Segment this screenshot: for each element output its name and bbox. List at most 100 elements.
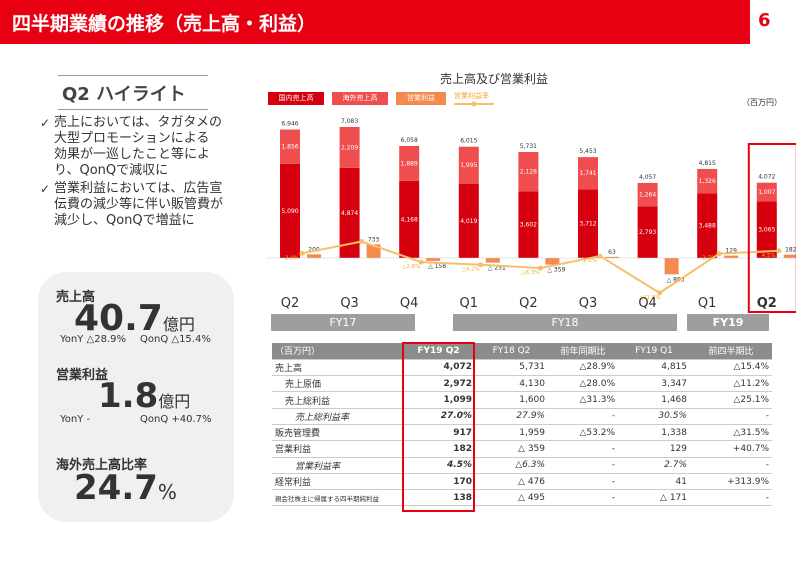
table-cell: 30.5% [618,408,690,425]
bullet-line: 大型プロモーションによる [54,131,210,146]
row-label: 経常利益 [272,473,402,491]
table-row: 販売管理費 917 1,959 △53.2% 1,338 △31.5% [272,424,772,442]
label-op: 182 [785,247,796,254]
label-overseas: 1,889 [401,160,418,167]
table-cell: △31.5% [690,424,772,442]
point-margin [478,262,484,268]
table-cell: 170 [402,473,475,491]
table-cell: 917 [402,424,475,442]
kpi-sales-unit: 億円 [162,315,195,334]
label-domestic: 2,793 [639,229,656,236]
legend-domestic: 国内売上高 [268,92,324,105]
table-cell: - [548,473,618,491]
table-row: 営業利益率 4.5% △6.3% -2.7% - [272,457,772,474]
label-margin: △4.2% [462,267,480,273]
label-margin: △2.6% [402,264,420,270]
bar-domestic [697,193,718,258]
label-op: △ 359 [547,267,565,274]
label-overseas: 1,856 [281,144,298,151]
label-total: 4,815 [699,160,716,167]
bar-op [307,254,321,258]
label-total: 4,072 [758,174,775,181]
table-cell: △ 171 [618,489,690,507]
table-cell: △25.1% [690,391,772,409]
kpi-overseas-number: 24.7 [74,468,158,508]
row-label: 営業利益 [272,440,402,458]
point-margin [537,265,543,271]
bullet-line: 効果が一巡したこと等によ [54,147,211,162]
current-quarter-highlight [747,143,796,313]
quarter-label: Q4 [638,296,657,311]
label-op: 129 [725,248,737,255]
bar-overseas [339,126,360,168]
bar-overseas [399,145,420,181]
quarter-label: Q2 [280,296,300,311]
label-overseas: 1,264 [639,192,656,199]
label-total: 4,057 [639,174,656,181]
kpi-sales-number: 40.7 [74,298,163,339]
table-row: 売上総利益率 27.0% 27.9% -30.5% - [272,408,772,425]
table-row: 営業利益 182 △ 359-129 +40.7% [272,440,772,458]
point-margin [776,248,782,254]
label-op: △ 251 [488,265,506,272]
fiscal-year-bar: FY19 [687,314,769,331]
page-number-box: 6 [750,0,800,44]
table-cell: 41 [618,473,690,491]
bar-op [783,254,796,258]
bar-op [545,258,560,265]
quarter-label: Q3 [340,296,359,311]
label-domestic: 3,488 [699,223,716,230]
table-row: 売上総利益 1,099 1,600 △31.3% 1,468 △25.1% [272,391,772,409]
kpi-overseas-unit: % [157,480,177,504]
legend-margin-swatch [454,101,494,107]
bullet-line: り、QonQで減収に [54,163,169,178]
table-cell: △ 359 [475,440,548,458]
label-margin: 1.2% [583,258,597,264]
point-margin [359,239,365,245]
kpi-overseas-value: 24.7% [74,468,177,508]
table-cell: △28.0% [548,375,618,393]
highlight-bullet: ✓ 営業利益においては、広告宣 伝費の減少等に伴い販管費が 減少し、QonQで増… [40,181,240,229]
bar-overseas [518,151,539,192]
table-header: FY19 Q2 [402,343,475,360]
table-cell: 4,072 [402,359,475,377]
quarter-label: Q3 [578,296,598,311]
bar-overseas [637,182,658,207]
label-overseas: 2,128 [520,169,537,176]
bar-op [724,255,739,258]
label-margin: △6.3% [521,270,539,276]
point-margin [597,253,603,259]
bar-domestic [637,206,658,258]
table-cell: 4.5% [402,457,475,474]
kpi-sales-value: 40.7億円 [74,298,195,339]
table-cell: △28.9% [548,359,618,377]
table-cell: +313.9% [690,473,772,491]
bar-op [426,258,441,261]
bar-domestic [578,189,598,258]
label-domestic: 3,065 [758,227,775,234]
quarter-label: Q1 [459,296,479,311]
label-overseas: 2,209 [341,144,358,151]
label-overseas: 1,007 [758,189,775,196]
table-cell: 129 [618,440,690,458]
table-cell: - [690,408,772,425]
label-domestic: 5,090 [281,208,298,215]
bar-overseas [280,129,300,164]
sales-op-chart: 5,090 1,856 6,946 200 4,874 2,209 7,083 733 4,16… [266,118,796,313]
point-margin [657,290,663,296]
row-label: 販売管理費 [272,424,402,442]
chart-title: 売上高及び営業利益 [440,72,549,86]
kpi-overseas-label: 海外売上高比率 [56,458,148,473]
bar-domestic [399,180,420,258]
label-op: 63 [608,249,616,256]
bar-domestic [756,201,777,258]
kpi-sales-label: 売上高 [56,290,96,305]
label-domestic: 3,602 [520,222,537,229]
legend-op: 営業利益 [396,92,446,105]
kpi-op-label: 営業利益 [56,368,109,383]
bar-overseas [697,168,718,194]
table-cell: 4,130 [475,375,548,393]
label-overseas: 1,741 [579,170,596,177]
page-number: 6 [758,10,771,31]
label-margin: 2.7% [702,256,716,262]
